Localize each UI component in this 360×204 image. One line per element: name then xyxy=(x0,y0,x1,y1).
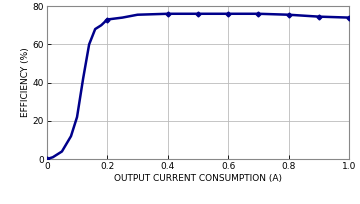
Y-axis label: EFFICIENCY (%): EFFICIENCY (%) xyxy=(21,48,30,118)
X-axis label: OUTPUT CURRENT CONSUMPTION (A): OUTPUT CURRENT CONSUMPTION (A) xyxy=(114,174,282,183)
